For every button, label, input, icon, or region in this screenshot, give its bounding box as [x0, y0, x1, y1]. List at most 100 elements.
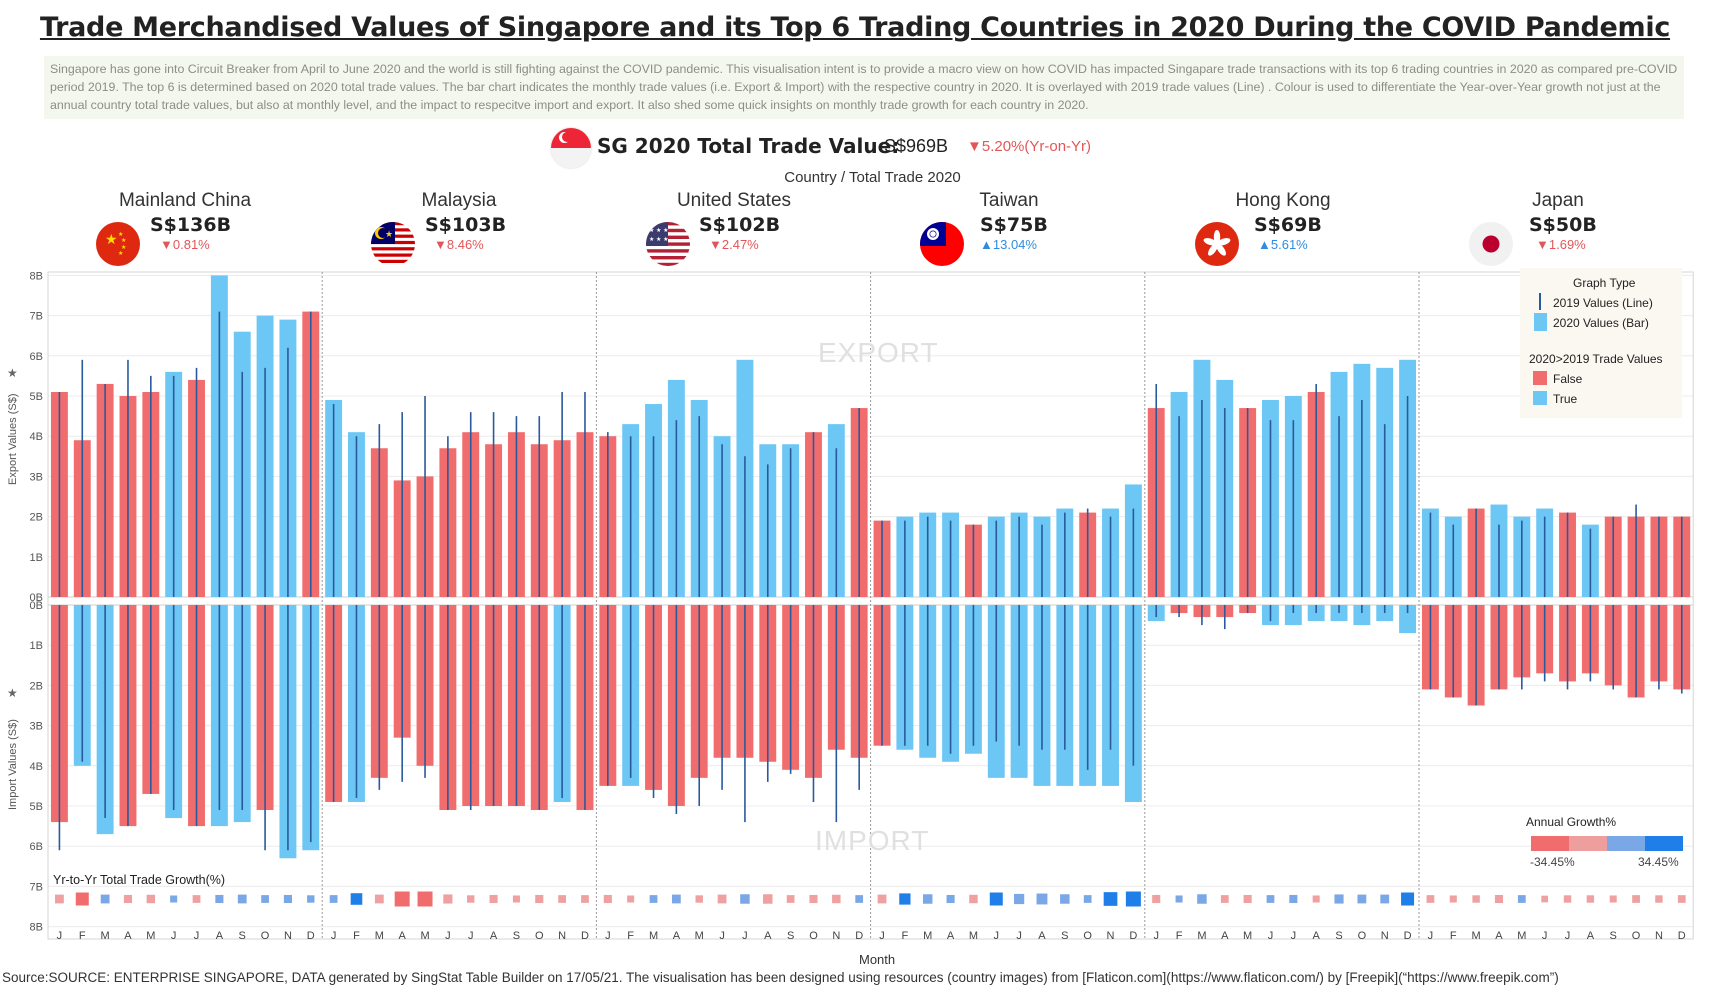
month-tick-label: M [1472, 930, 1481, 942]
svg-text:★: ★ [121, 244, 126, 251]
month-tick-label: N [1381, 930, 1389, 942]
export-tick-label: 3B [30, 471, 43, 483]
country-name: Malaysia [421, 190, 497, 211]
flaticon-link[interactable]: https://www.flaticon.com/ [1170, 970, 1320, 985]
japan-flag-icon [1469, 222, 1513, 266]
yoy-growth-mark [55, 894, 64, 904]
export-bar [439, 448, 457, 597]
import-bar [1079, 605, 1097, 786]
legend-line-label: 2019 Values (Line) [1553, 296, 1653, 310]
export-tick-label: 6B [30, 351, 43, 363]
month-tick-label: D [581, 930, 589, 942]
country-header-china: Mainland China [48, 190, 322, 212]
month-tick-label: J [1428, 930, 1434, 942]
country-name: United States [676, 190, 792, 211]
month-tick-label: S [239, 930, 246, 942]
import-bar [690, 605, 708, 778]
month-tick-label: J [605, 930, 611, 942]
import-bar [622, 605, 640, 786]
import-bar [667, 605, 685, 806]
import-bar [736, 605, 754, 758]
yoy-growth-mark [535, 894, 544, 904]
yoy-growth-mark [1609, 895, 1617, 903]
yoy-growth-mark [307, 895, 315, 903]
svg-text:★: ★ [118, 231, 123, 238]
export-bar [50, 391, 68, 597]
export-bar [1353, 363, 1371, 597]
japan-growth: ▼1.69% [1536, 237, 1586, 252]
export-bar [1330, 371, 1348, 597]
export-watermark: EXPORT [818, 337, 939, 368]
month-tick-label: D [1678, 930, 1686, 942]
month-tick-label: J [331, 930, 337, 942]
export-bar [1010, 512, 1028, 597]
export-bar [1376, 367, 1394, 597]
month-tick-label: N [558, 930, 566, 942]
import-bar [827, 605, 845, 750]
month-tick-label: D [855, 930, 863, 942]
export-bar [348, 432, 365, 597]
export-tick-label: 2B [30, 512, 43, 524]
export-bar [759, 444, 777, 597]
export-bar [667, 379, 685, 597]
import-bar [1284, 605, 1302, 626]
month-tick-label: J [742, 930, 748, 942]
import-bar [782, 605, 800, 770]
import-bar [1307, 605, 1325, 622]
yoy-growth-mark [123, 894, 133, 904]
chart-title: Trade Merchandised Values of Singapore a… [39, 12, 1671, 43]
export-bar [1307, 391, 1325, 597]
month-tick-label: M [969, 930, 978, 942]
yoy-growth-mark [1036, 893, 1048, 905]
export-axis-label: Export Values (S$) [7, 393, 19, 485]
month-tick-label: J [719, 930, 725, 942]
month-tick-label: F [627, 930, 634, 942]
month-tick-label: F [79, 930, 86, 942]
growth-color-scale [1531, 836, 1683, 851]
month-tick-label: S [1335, 930, 1342, 942]
export-bar [1559, 512, 1576, 597]
export-bar [919, 512, 937, 597]
import-bar [1147, 605, 1165, 622]
export-bar [1673, 516, 1691, 597]
country-name: Mainland China [118, 190, 252, 211]
taiwan-flag-icon [920, 222, 964, 266]
yoy-growth-mark [1083, 895, 1092, 903]
yoy-growth-label: Yr-to-Yr Total Trade Growth(%) [53, 873, 226, 887]
country-name: Taiwan [979, 190, 1039, 211]
country-header: Country / Total Trade 2020 [784, 169, 961, 186]
yoy-growth-mark [1632, 895, 1640, 903]
yoy-growth-mark [877, 894, 887, 904]
import-bar [1193, 605, 1211, 618]
export-bar [1079, 512, 1097, 597]
singapore-flag-icon [551, 128, 591, 168]
import-bar [1581, 605, 1599, 674]
yoy-growth-mark [1401, 892, 1415, 906]
import-bar [485, 605, 503, 806]
export-bar [713, 436, 731, 597]
export-bar [1536, 508, 1554, 597]
month-tick-label: A [1038, 930, 1046, 942]
export-bar [1102, 508, 1119, 597]
import-bar [142, 605, 160, 794]
export-bar [1490, 504, 1508, 597]
freepik-link[interactable]: https://www.freepik.com” [1407, 970, 1555, 985]
month-tick-label: O [809, 930, 818, 942]
month-tick-label: D [307, 930, 315, 942]
yoy-growth-mark [922, 894, 933, 904]
growth-max-label: 34.45% [1638, 855, 1679, 869]
yoy-growth-mark [329, 895, 338, 903]
country-header-hongkong: Hong Kong [1146, 190, 1420, 212]
yoy-growth-mark [394, 891, 410, 907]
yoy-growth-mark [763, 894, 773, 904]
yoy-growth-mark [1494, 894, 1504, 904]
legend-true-swatch [1533, 391, 1547, 405]
export-bar [1650, 516, 1668, 597]
import-bar [1124, 605, 1142, 802]
sg-total-growth: ▼5.20%(Yr-on-Yr) [967, 138, 1092, 155]
export-bar [1284, 396, 1302, 597]
month-tick-label: A [947, 930, 955, 942]
svg-text:★: ★ [121, 237, 126, 244]
country-name: Hong Kong [1235, 190, 1331, 211]
yoy-growth-mark [832, 894, 841, 904]
